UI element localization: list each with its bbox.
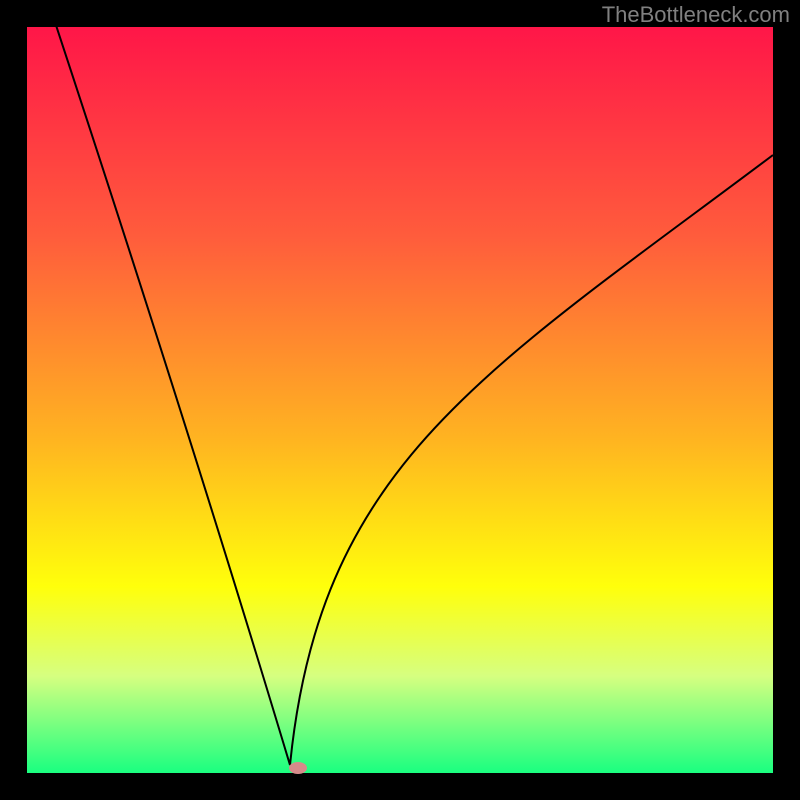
curve-path [50, 27, 773, 765]
optimal-marker [289, 762, 307, 774]
bottleneck-curve [27, 27, 773, 773]
attribution-text: TheBottleneck.com [602, 2, 790, 28]
chart-plot-area [27, 27, 773, 773]
